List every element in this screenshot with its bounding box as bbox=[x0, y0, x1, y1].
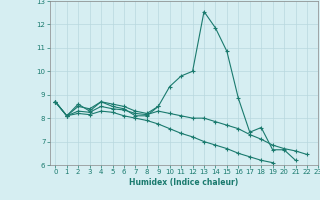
X-axis label: Humidex (Indice chaleur): Humidex (Indice chaleur) bbox=[129, 178, 239, 187]
